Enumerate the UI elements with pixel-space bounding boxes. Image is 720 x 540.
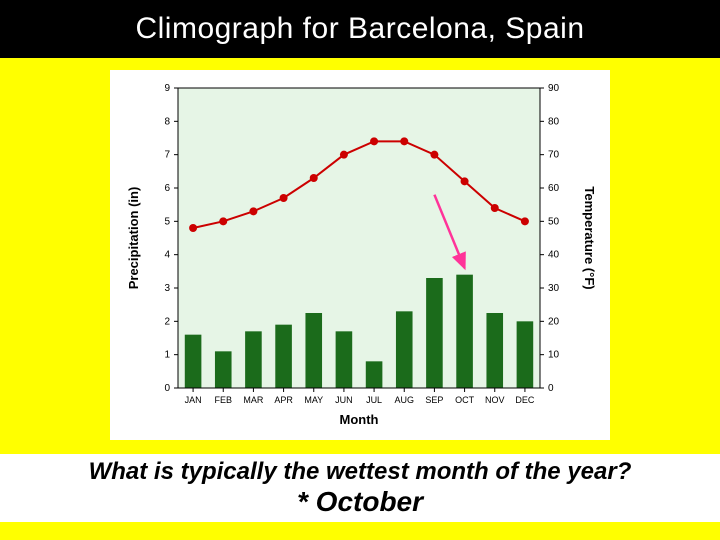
ytick-right: 10 [548, 350, 560, 361]
xtick-label: APR [274, 395, 293, 405]
ytick-right: 90 [548, 83, 560, 94]
temperature-marker [491, 204, 499, 212]
xtick-label: MAR [243, 395, 264, 405]
temperature-marker [521, 217, 529, 225]
xtick-label: JUN [335, 395, 353, 405]
temperature-marker [400, 137, 408, 145]
precip-bar [396, 311, 413, 388]
xtick-label: AUG [394, 395, 414, 405]
precip-bar [366, 361, 383, 388]
ytick-right: 50 [548, 216, 560, 227]
ytick-right: 0 [548, 383, 554, 394]
ytick-right: 20 [548, 316, 560, 327]
xtick-label: OCT [455, 395, 475, 405]
ytick-left: 7 [164, 150, 170, 161]
ytick-left: 6 [164, 183, 170, 194]
ytick-left: 8 [164, 116, 170, 127]
precip-bar [456, 275, 473, 388]
question-block: What is typically the wettest month of t… [0, 454, 720, 522]
ytick-right: 70 [548, 150, 560, 161]
x-label: Month [340, 412, 379, 427]
xtick-label: JUL [366, 395, 382, 405]
ytick-left: 5 [164, 216, 170, 227]
temperature-marker [280, 194, 288, 202]
y-left-label: Precipitation (in) [126, 187, 141, 290]
temperature-marker [249, 207, 257, 215]
ytick-left: 0 [164, 383, 170, 394]
climograph-svg: 01234567890102030405060708090JANFEBMARAP… [110, 70, 610, 440]
ytick-right: 40 [548, 250, 560, 261]
question-text: What is typically the wettest month of t… [0, 454, 720, 486]
precip-bar [185, 335, 202, 388]
answer-text: * October [0, 486, 720, 522]
ytick-left: 2 [164, 316, 170, 327]
temperature-marker [310, 174, 318, 182]
temperature-marker [461, 177, 469, 185]
ytick-left: 3 [164, 283, 170, 294]
y-right-label: Temperature (°F) [582, 186, 597, 289]
xtick-label: DEC [515, 395, 535, 405]
ytick-right: 30 [548, 283, 560, 294]
xtick-label: SEP [425, 395, 443, 405]
precip-bar [336, 331, 353, 388]
temperature-marker [430, 151, 438, 159]
precip-bar [245, 331, 262, 388]
precip-bar [426, 278, 443, 388]
ytick-left: 9 [164, 83, 170, 94]
plot-area [178, 88, 540, 388]
climograph-panel: 01234567890102030405060708090JANFEBMARAP… [110, 70, 610, 440]
page-title: Climograph for Barcelona, Spain [135, 12, 584, 46]
precip-bar [517, 321, 534, 388]
ytick-left: 4 [164, 250, 170, 261]
xtick-label: MAY [304, 395, 323, 405]
xtick-label: FEB [214, 395, 232, 405]
temperature-marker [370, 137, 378, 145]
title-bar: Climograph for Barcelona, Spain [0, 0, 720, 58]
ytick-left: 1 [164, 350, 170, 361]
temperature-marker [219, 217, 227, 225]
xtick-label: NOV [485, 395, 505, 405]
temperature-marker [340, 151, 348, 159]
ytick-right: 60 [548, 183, 560, 194]
xtick-label: JAN [185, 395, 202, 405]
precip-bar [486, 313, 503, 388]
ytick-right: 80 [548, 116, 560, 127]
temperature-marker [189, 224, 197, 232]
precip-bar [215, 351, 232, 388]
precip-bar [275, 325, 292, 388]
precip-bar [305, 313, 322, 388]
